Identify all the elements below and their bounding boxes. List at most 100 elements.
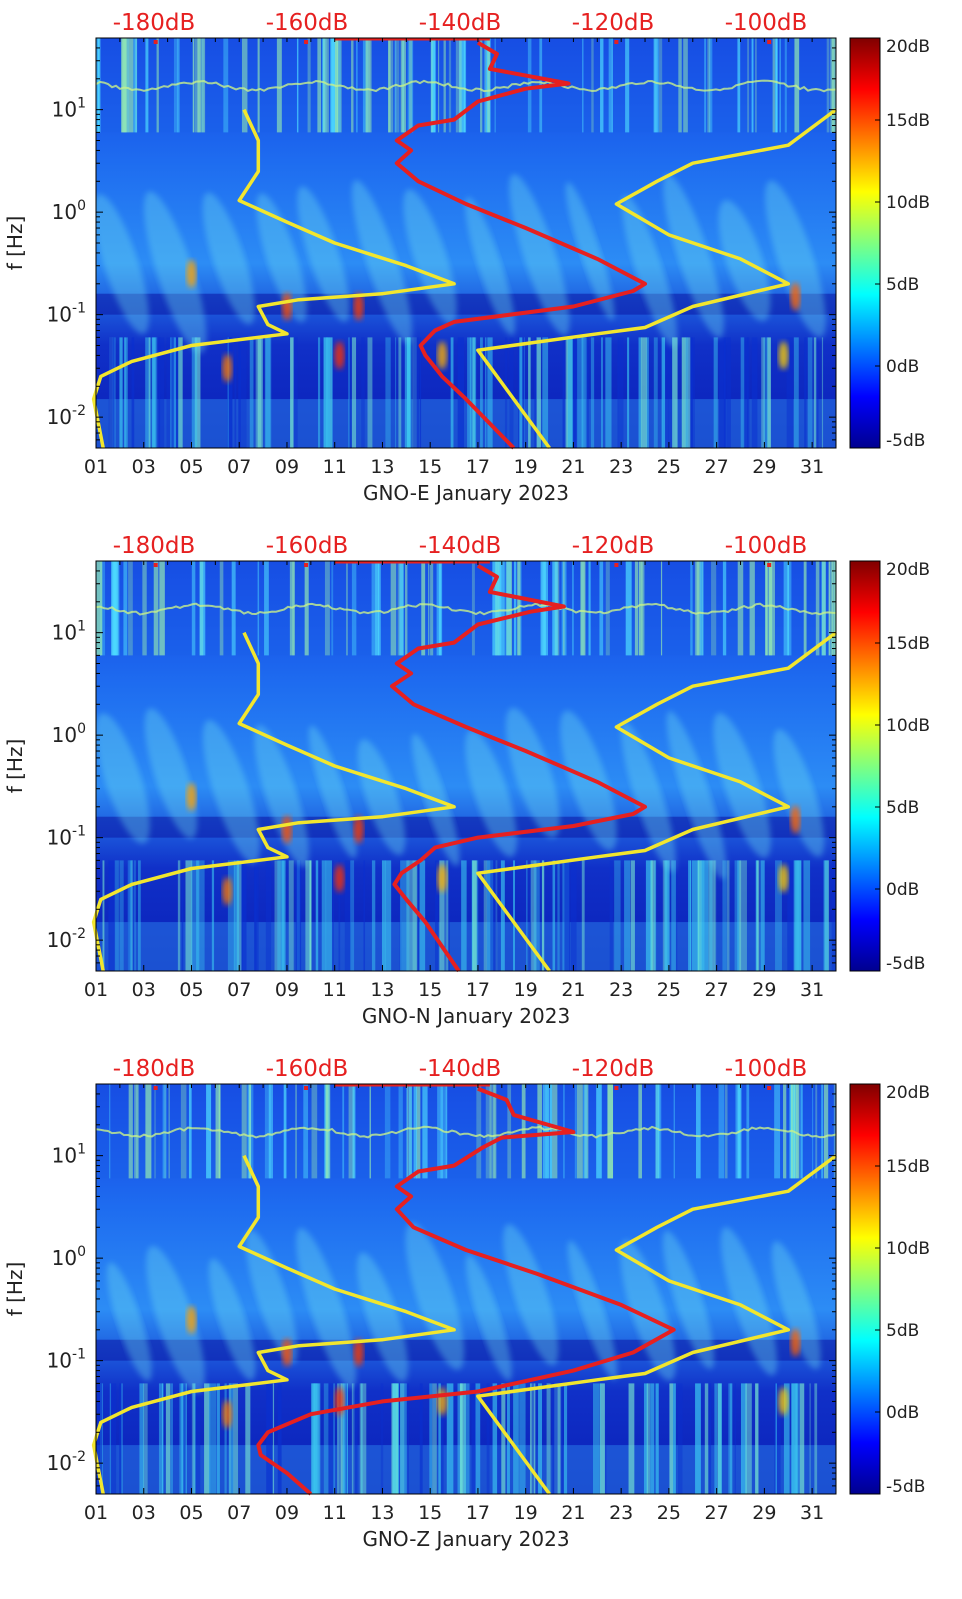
storm-streak [208, 1258, 256, 1381]
texture-column [227, 337, 233, 448]
texture-column [429, 1383, 433, 1494]
texture-column [786, 561, 792, 656]
storm-streak [621, 721, 677, 873]
x-tick-label: 13 [370, 1502, 394, 1524]
texture-column [226, 337, 232, 448]
texture-column [254, 860, 259, 971]
texture-column [726, 860, 730, 971]
texture-column [541, 860, 545, 971]
texture-column [474, 1383, 481, 1494]
top-dot [304, 563, 309, 567]
x-tick-label: 25 [657, 1502, 681, 1524]
texture-column [734, 1383, 736, 1494]
texture-column [493, 1084, 495, 1179]
texture-column [409, 38, 413, 133]
texture-column [324, 561, 330, 656]
texture-column [551, 1084, 558, 1179]
texture-column [483, 860, 488, 971]
texture-column [651, 860, 656, 971]
x-tick-label: 19 [514, 979, 538, 1001]
texture-column [624, 860, 631, 971]
x-tick-label: 09 [275, 1502, 299, 1524]
texture-column [321, 860, 327, 971]
texture-column [506, 561, 512, 656]
texture-column [653, 337, 658, 448]
colorbar-tick-label: 15dB [886, 634, 930, 654]
texture-column [459, 38, 465, 133]
texture-column [655, 1084, 660, 1179]
texture-column [395, 337, 397, 448]
hot-spot [353, 815, 364, 844]
texture-column [696, 1084, 701, 1179]
texture-column [567, 337, 574, 448]
texture-column [345, 1383, 347, 1494]
hot-spot [222, 1400, 233, 1429]
texture-column [165, 1383, 171, 1494]
texture-column [653, 860, 657, 971]
texture-column [707, 38, 711, 133]
texture-column [158, 1383, 164, 1494]
colorbar-tick-label: 20dB [886, 37, 930, 57]
texture-column [500, 860, 505, 971]
microseism-band [96, 293, 836, 315]
texture-column [208, 1383, 211, 1494]
texture-column [265, 860, 272, 971]
texture-column [295, 1084, 297, 1179]
texture-column [774, 1084, 781, 1179]
texture-column [400, 860, 407, 971]
series-line-low-noise-model [91, 631, 456, 972]
texture-column [257, 38, 260, 133]
texture-column [678, 1383, 683, 1494]
texture-column [266, 1383, 273, 1494]
texture-column [96, 1383, 103, 1494]
texture-column [500, 561, 505, 656]
texture-column [338, 1383, 342, 1494]
texture-column [430, 561, 434, 656]
texture-column [123, 561, 128, 656]
storm-streak [405, 1222, 465, 1370]
texture-column [591, 38, 594, 133]
texture-column [487, 38, 491, 133]
x-tick-label: 03 [132, 456, 156, 478]
high-frequency-band [96, 561, 836, 656]
texture-column [206, 1084, 212, 1179]
texture-column [450, 337, 454, 448]
storm-streak [256, 193, 307, 323]
texture-column [128, 860, 135, 971]
texture-column [446, 860, 449, 971]
storm-streak [245, 1229, 298, 1364]
hot-spot [222, 877, 233, 906]
texture-column [384, 1084, 391, 1179]
colorbar [849, 1083, 881, 1495]
texture-column [580, 561, 586, 656]
texture-column [530, 860, 537, 971]
texture-column [599, 1383, 605, 1494]
texture-column [783, 1383, 790, 1494]
texture-column [497, 561, 502, 656]
top-db-label: -180dB [113, 10, 196, 36]
texture-column [803, 561, 807, 656]
texture-column [367, 337, 373, 448]
x-tick-label: 17 [466, 979, 490, 1001]
texture-column [295, 860, 302, 971]
texture-column [257, 561, 260, 656]
spectrogram-area [96, 38, 836, 448]
top-db-label: -140dB [419, 10, 502, 36]
texture-column [581, 860, 585, 971]
texture-column [584, 1084, 589, 1179]
series-line-low-noise-model [91, 1154, 456, 1495]
storm-streak [96, 194, 149, 335]
texture-column [380, 1383, 384, 1494]
top-dot [767, 1086, 772, 1090]
x-tick-label: 29 [752, 456, 776, 478]
texture-column [234, 337, 237, 448]
texture-column [527, 38, 532, 133]
resonance-line [96, 79, 836, 93]
texture-column [264, 1084, 271, 1179]
texture-column [538, 1383, 543, 1494]
texture-column [671, 860, 676, 971]
x-tick-label: 11 [323, 979, 347, 1001]
x-tick-label: 17 [466, 456, 490, 478]
texture-column [823, 1084, 829, 1179]
texture-column [151, 337, 157, 448]
